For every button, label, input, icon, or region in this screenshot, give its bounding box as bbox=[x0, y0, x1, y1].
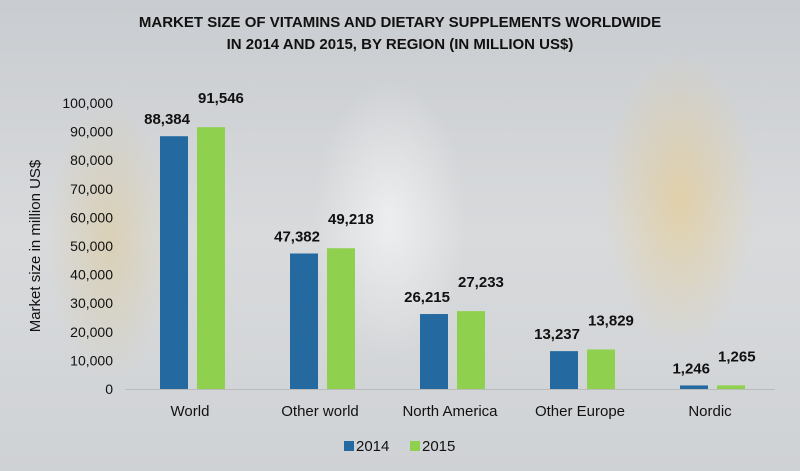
bar-2014 bbox=[680, 385, 708, 389]
legend-swatch-2014 bbox=[344, 441, 354, 451]
x-category-label: North America bbox=[402, 403, 498, 420]
legend-label-2014: 2014 bbox=[356, 438, 389, 455]
data-label-2014: 13,237 bbox=[534, 326, 580, 343]
y-tick-label: 60,000 bbox=[70, 209, 113, 225]
legend-swatch-2015 bbox=[410, 441, 420, 451]
data-label-2014: 1,246 bbox=[672, 360, 710, 377]
y-tick-label: 30,000 bbox=[70, 295, 113, 311]
y-tick-label: 0 bbox=[105, 381, 113, 397]
y-tick-label: 90,000 bbox=[70, 124, 113, 140]
data-label-2015: 1,265 bbox=[718, 348, 756, 365]
bar-2015 bbox=[587, 349, 615, 389]
bar-2015 bbox=[327, 248, 355, 389]
y-tick-label: 80,000 bbox=[70, 152, 113, 168]
bar-2014 bbox=[420, 314, 448, 389]
bar-2015 bbox=[457, 311, 485, 389]
bar-2015 bbox=[717, 385, 745, 389]
data-label-2014: 88,384 bbox=[144, 111, 191, 128]
y-tick-label: 50,000 bbox=[70, 238, 113, 254]
y-tick-label: 10,000 bbox=[70, 352, 113, 368]
y-tick-label: 40,000 bbox=[70, 267, 113, 283]
x-category-label: Nordic bbox=[688, 403, 732, 420]
bar-2015 bbox=[197, 127, 225, 389]
y-tick-label: 20,000 bbox=[70, 324, 113, 340]
chart-title-line-2: IN 2014 AND 2015, BY REGION (IN MILLION … bbox=[227, 36, 574, 53]
data-label-2014: 26,215 bbox=[404, 289, 450, 306]
legend-label-2015: 2015 bbox=[422, 438, 455, 455]
data-label-2015: 91,546 bbox=[198, 90, 244, 107]
chart-title-line-1: MARKET SIZE OF VITAMINS AND DIETARY SUPP… bbox=[139, 14, 661, 31]
x-category-label: Other world bbox=[281, 403, 359, 420]
bar-2014 bbox=[290, 253, 318, 389]
x-category-label: World bbox=[171, 403, 210, 420]
data-label-2014: 47,382 bbox=[274, 228, 320, 245]
x-category-label: Other Europe bbox=[535, 403, 625, 420]
y-axis-label: Market size in million US$ bbox=[27, 159, 44, 332]
bar-2014 bbox=[160, 136, 188, 389]
y-tick-label: 100,000 bbox=[62, 95, 113, 111]
y-tick-label: 70,000 bbox=[70, 181, 113, 197]
data-label-2015: 13,829 bbox=[588, 312, 634, 329]
data-label-2015: 27,233 bbox=[458, 274, 504, 291]
bar-2014 bbox=[550, 351, 578, 389]
data-label-2015: 49,218 bbox=[328, 211, 374, 228]
